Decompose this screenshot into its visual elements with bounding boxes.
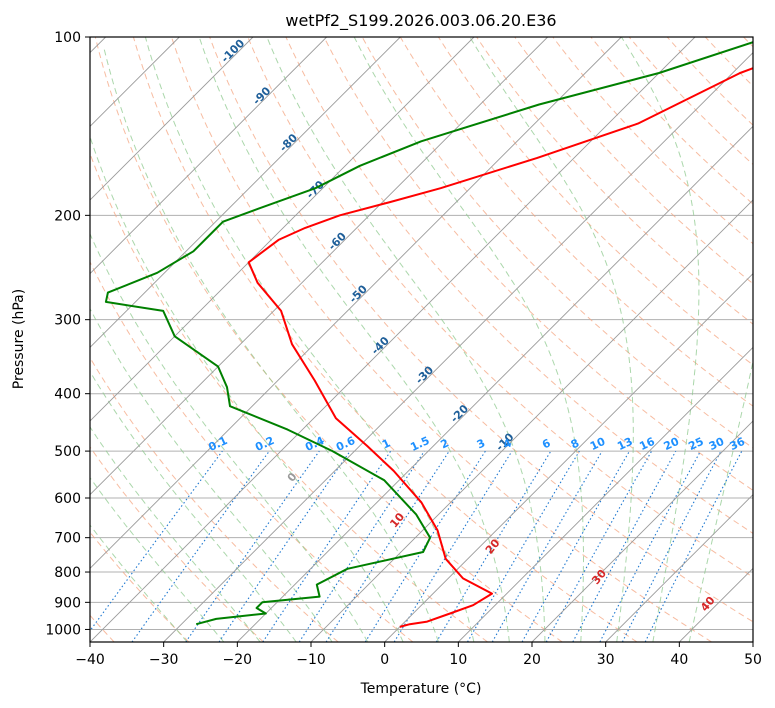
mixing-ratio-line bbox=[218, 450, 351, 642]
y-tick-label: 500 bbox=[54, 444, 81, 460]
y-tick-label: 900 bbox=[54, 595, 81, 611]
mixing-ratio-line bbox=[90, 450, 223, 632]
isotherm-line bbox=[384, 273, 753, 642]
dry-adiabat-line bbox=[94, 37, 563, 642]
moist-adiabat-line bbox=[266, 37, 546, 642]
mixing-ratio-label: 13 bbox=[615, 435, 634, 453]
isotherm-line bbox=[90, 37, 401, 348]
mixing-ratio-line bbox=[131, 450, 270, 642]
x-tick-label: 0 bbox=[380, 652, 389, 668]
x-tick-label: 50 bbox=[744, 652, 762, 668]
y-tick-label: 400 bbox=[54, 387, 81, 403]
x-tick-label: −20 bbox=[223, 652, 253, 668]
x-tick-label: 40 bbox=[670, 652, 688, 668]
temperature-profile bbox=[247, 67, 753, 628]
mixing-ratio-label: 36 bbox=[728, 435, 748, 453]
dry-adiabat-line bbox=[90, 260, 414, 642]
isotherm-line bbox=[90, 37, 254, 201]
x-tick-label: 10 bbox=[449, 652, 467, 668]
dry-adiabat-line bbox=[323, 37, 753, 491]
moist-adiabat-line bbox=[90, 135, 404, 642]
dry-adiabat-line bbox=[399, 37, 753, 407]
isotherm-line bbox=[90, 37, 475, 422]
isotherm-line bbox=[163, 52, 753, 642]
x-axis-ticks: −40 −30 −20 −10 0 10 20 30 40 50 bbox=[75, 642, 762, 668]
dry-adiabat-line bbox=[132, 37, 638, 642]
moist-adiabat-line bbox=[144, 37, 475, 642]
moist-adiabat-line bbox=[90, 426, 261, 642]
moist-adiabat-line bbox=[469, 37, 634, 642]
dry-adiabat-line bbox=[628, 37, 753, 166]
mixing-ratio-label: 20 bbox=[662, 435, 682, 453]
mixing-ratio-line bbox=[185, 450, 320, 642]
isotherms bbox=[90, 37, 753, 642]
x-tick-label: −40 bbox=[75, 652, 105, 668]
y-tick-label: 100 bbox=[54, 30, 81, 46]
mixing-ratio-line bbox=[325, 450, 450, 642]
dry-adiabat-line bbox=[247, 37, 753, 578]
x-axis-label: Temperature (°C) bbox=[360, 681, 482, 697]
moist-adiabat-line bbox=[90, 476, 225, 642]
moist-adiabat-line bbox=[688, 359, 753, 642]
mixing-ratio-label: 10 bbox=[588, 435, 608, 453]
plot-frame bbox=[89, 36, 754, 643]
plot-area: -100-90-80-70-60-50-40-30-20-100.1 0.2 0.4… bbox=[90, 37, 753, 642]
dry-adiabats bbox=[90, 37, 753, 642]
y-axis-ticks: 100 200 300 400 500 600 700 800 900 1000 bbox=[45, 30, 90, 638]
mixing-ratio-line bbox=[435, 450, 552, 642]
y-tick-label: 700 bbox=[54, 531, 81, 547]
y-tick-label: 300 bbox=[54, 313, 81, 329]
x-tick-label: −30 bbox=[149, 652, 179, 668]
x-tick-label: 30 bbox=[597, 652, 615, 668]
mixing-ratio-line bbox=[467, 450, 580, 642]
dewpoint-profile bbox=[104, 41, 753, 626]
isotherm-line bbox=[237, 125, 753, 642]
isotherm-line bbox=[310, 199, 753, 642]
mixing-ratio-label: 30 bbox=[707, 435, 727, 453]
isotherm-line bbox=[90, 37, 327, 275]
moist-adiabat-line bbox=[103, 49, 439, 642]
moist-adiabat-line bbox=[90, 307, 333, 642]
mixing-ratio-label: 25 bbox=[686, 435, 705, 453]
mixing-ratio-line bbox=[393, 450, 513, 642]
mixing-ratio-line bbox=[572, 450, 677, 642]
dry-adiabat-line bbox=[209, 37, 753, 623]
pressure-gridlines bbox=[90, 37, 753, 630]
y-axis-label: Pressure (hPa) bbox=[11, 289, 27, 389]
dry-adiabat-line bbox=[476, 37, 753, 325]
mixing-ratio-line bbox=[521, 450, 630, 642]
isotherm-line bbox=[90, 37, 548, 496]
y-tick-label: 200 bbox=[54, 208, 81, 224]
mixing-ratio-line bbox=[364, 450, 486, 642]
chart-title: wetPf2_S199.2026.003.06.20.E36 bbox=[285, 11, 556, 31]
moist-adiabat-line bbox=[90, 370, 297, 642]
dry-adiabat-line bbox=[90, 446, 264, 642]
isotherm-line bbox=[458, 346, 753, 642]
moist-adiabat-line bbox=[353, 37, 584, 642]
y-tick-label: 600 bbox=[54, 491, 81, 507]
isotherm-line bbox=[531, 420, 753, 642]
moist-adiabat-line bbox=[620, 37, 700, 642]
isotherm-line bbox=[90, 37, 622, 569]
isotherm-line bbox=[605, 494, 753, 642]
x-tick-label: −10 bbox=[296, 652, 326, 668]
moist-adiabat-line bbox=[198, 37, 510, 642]
mixing-ratio-line bbox=[491, 450, 603, 642]
x-tick-label: 20 bbox=[523, 652, 541, 668]
y-tick-label: 1000 bbox=[45, 622, 81, 638]
mixing-ratio-label: 16 bbox=[637, 435, 657, 453]
sounding-series bbox=[104, 41, 753, 628]
y-tick-label: 800 bbox=[54, 565, 81, 581]
